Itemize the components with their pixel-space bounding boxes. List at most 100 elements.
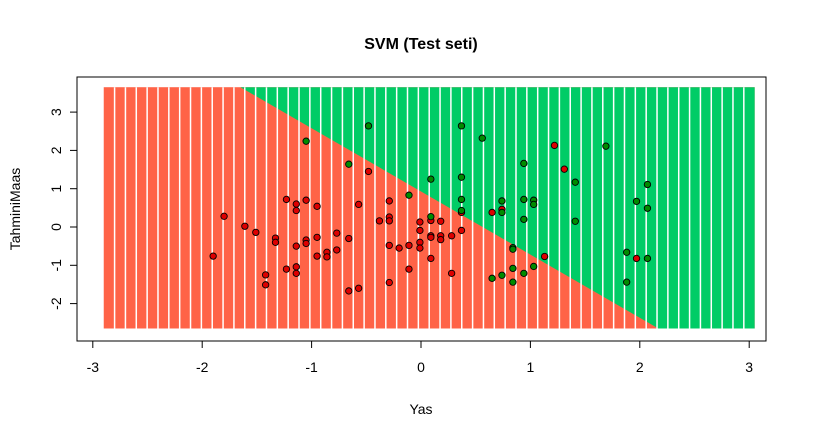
data-point [509, 278, 517, 286]
data-point [313, 233, 321, 241]
data-point [623, 248, 631, 256]
data-point [252, 228, 260, 237]
data-point [560, 165, 568, 173]
decision-regions [103, 87, 755, 329]
data-point [498, 197, 506, 205]
data-point [302, 137, 310, 145]
data-point [427, 254, 435, 263]
x-axis: -3 -2 -1 0 1 2 3 [87, 340, 753, 375]
data-point [292, 242, 300, 250]
data-point [520, 159, 528, 168]
data-point [437, 235, 445, 244]
data-point [427, 213, 435, 221]
data-point [520, 195, 528, 204]
data-point [395, 244, 403, 252]
data-point [333, 246, 341, 254]
data-point [457, 195, 466, 204]
y-tick-label: -2 [48, 297, 64, 310]
data-point [209, 252, 217, 260]
x-tick-label: 2 [636, 359, 644, 375]
data-point [643, 254, 652, 263]
data-point [457, 226, 466, 235]
data-point [643, 180, 652, 189]
data-point [416, 226, 424, 235]
data-point [632, 197, 641, 205]
data-point [241, 222, 249, 230]
y-axis: -2 -1 0 1 2 3 [48, 108, 78, 310]
data-point [385, 197, 393, 205]
x-tick-label: 0 [417, 359, 425, 375]
data-point [540, 252, 549, 261]
data-point [509, 245, 517, 253]
chart-title: SVM (Test seti) [364, 36, 478, 53]
data-point [364, 167, 373, 176]
data-point [405, 191, 413, 199]
data-point [457, 122, 466, 130]
data-point [530, 200, 538, 209]
data-point [292, 200, 300, 208]
data-point [447, 269, 456, 277]
data-point [345, 160, 353, 168]
x-axis-label: Yas [409, 401, 432, 417]
data-point [345, 287, 353, 295]
data-point [427, 233, 435, 241]
data-point [623, 278, 631, 286]
x-tick-label: 1 [527, 359, 535, 375]
data-point [643, 204, 652, 212]
data-point [282, 195, 291, 204]
data-point [405, 241, 413, 250]
data-point [447, 232, 456, 240]
data-point [313, 202, 321, 210]
data-point [302, 239, 310, 248]
x-tick-label: -3 [87, 359, 100, 375]
data-point [571, 217, 579, 225]
data-point [385, 217, 393, 225]
data-point [345, 234, 353, 243]
data-point [271, 238, 280, 246]
data-point [354, 200, 363, 209]
data-point [509, 264, 517, 273]
region-upper [240, 87, 755, 329]
data-point [457, 173, 466, 181]
y-tick-label: 0 [48, 223, 64, 231]
data-point [416, 218, 424, 226]
data-point [571, 178, 579, 186]
data-point [488, 208, 496, 217]
x-tick-label: 3 [745, 359, 753, 375]
data-point [385, 278, 393, 287]
data-point [313, 252, 321, 260]
data-point [302, 196, 310, 204]
data-point [478, 134, 486, 142]
x-tick-label: -2 [196, 359, 209, 375]
y-axis-label: TahminiMaas [7, 168, 23, 250]
data-point [220, 212, 228, 220]
data-point [632, 254, 641, 263]
test-points [209, 122, 652, 295]
data-point [550, 141, 559, 150]
data-point [364, 122, 373, 130]
data-point [292, 206, 300, 215]
data-point [437, 217, 445, 225]
data-point [385, 241, 393, 250]
data-point [282, 265, 291, 273]
data-point [457, 206, 466, 215]
data-point [292, 269, 300, 277]
x-tick-label: -1 [305, 359, 318, 375]
y-tick-label: 1 [48, 185, 64, 193]
data-point [333, 229, 341, 237]
y-tick-label: 3 [48, 108, 64, 116]
data-point [292, 263, 300, 271]
data-point [602, 142, 610, 150]
y-tick-label: 2 [48, 146, 64, 154]
data-point [530, 262, 538, 271]
data-point [498, 271, 506, 279]
data-point [354, 284, 363, 292]
data-point [262, 271, 270, 279]
data-point [323, 253, 331, 261]
data-point [488, 274, 496, 282]
data-point [416, 244, 424, 252]
data-point [375, 217, 384, 225]
data-point [405, 265, 413, 273]
data-point [498, 208, 506, 217]
